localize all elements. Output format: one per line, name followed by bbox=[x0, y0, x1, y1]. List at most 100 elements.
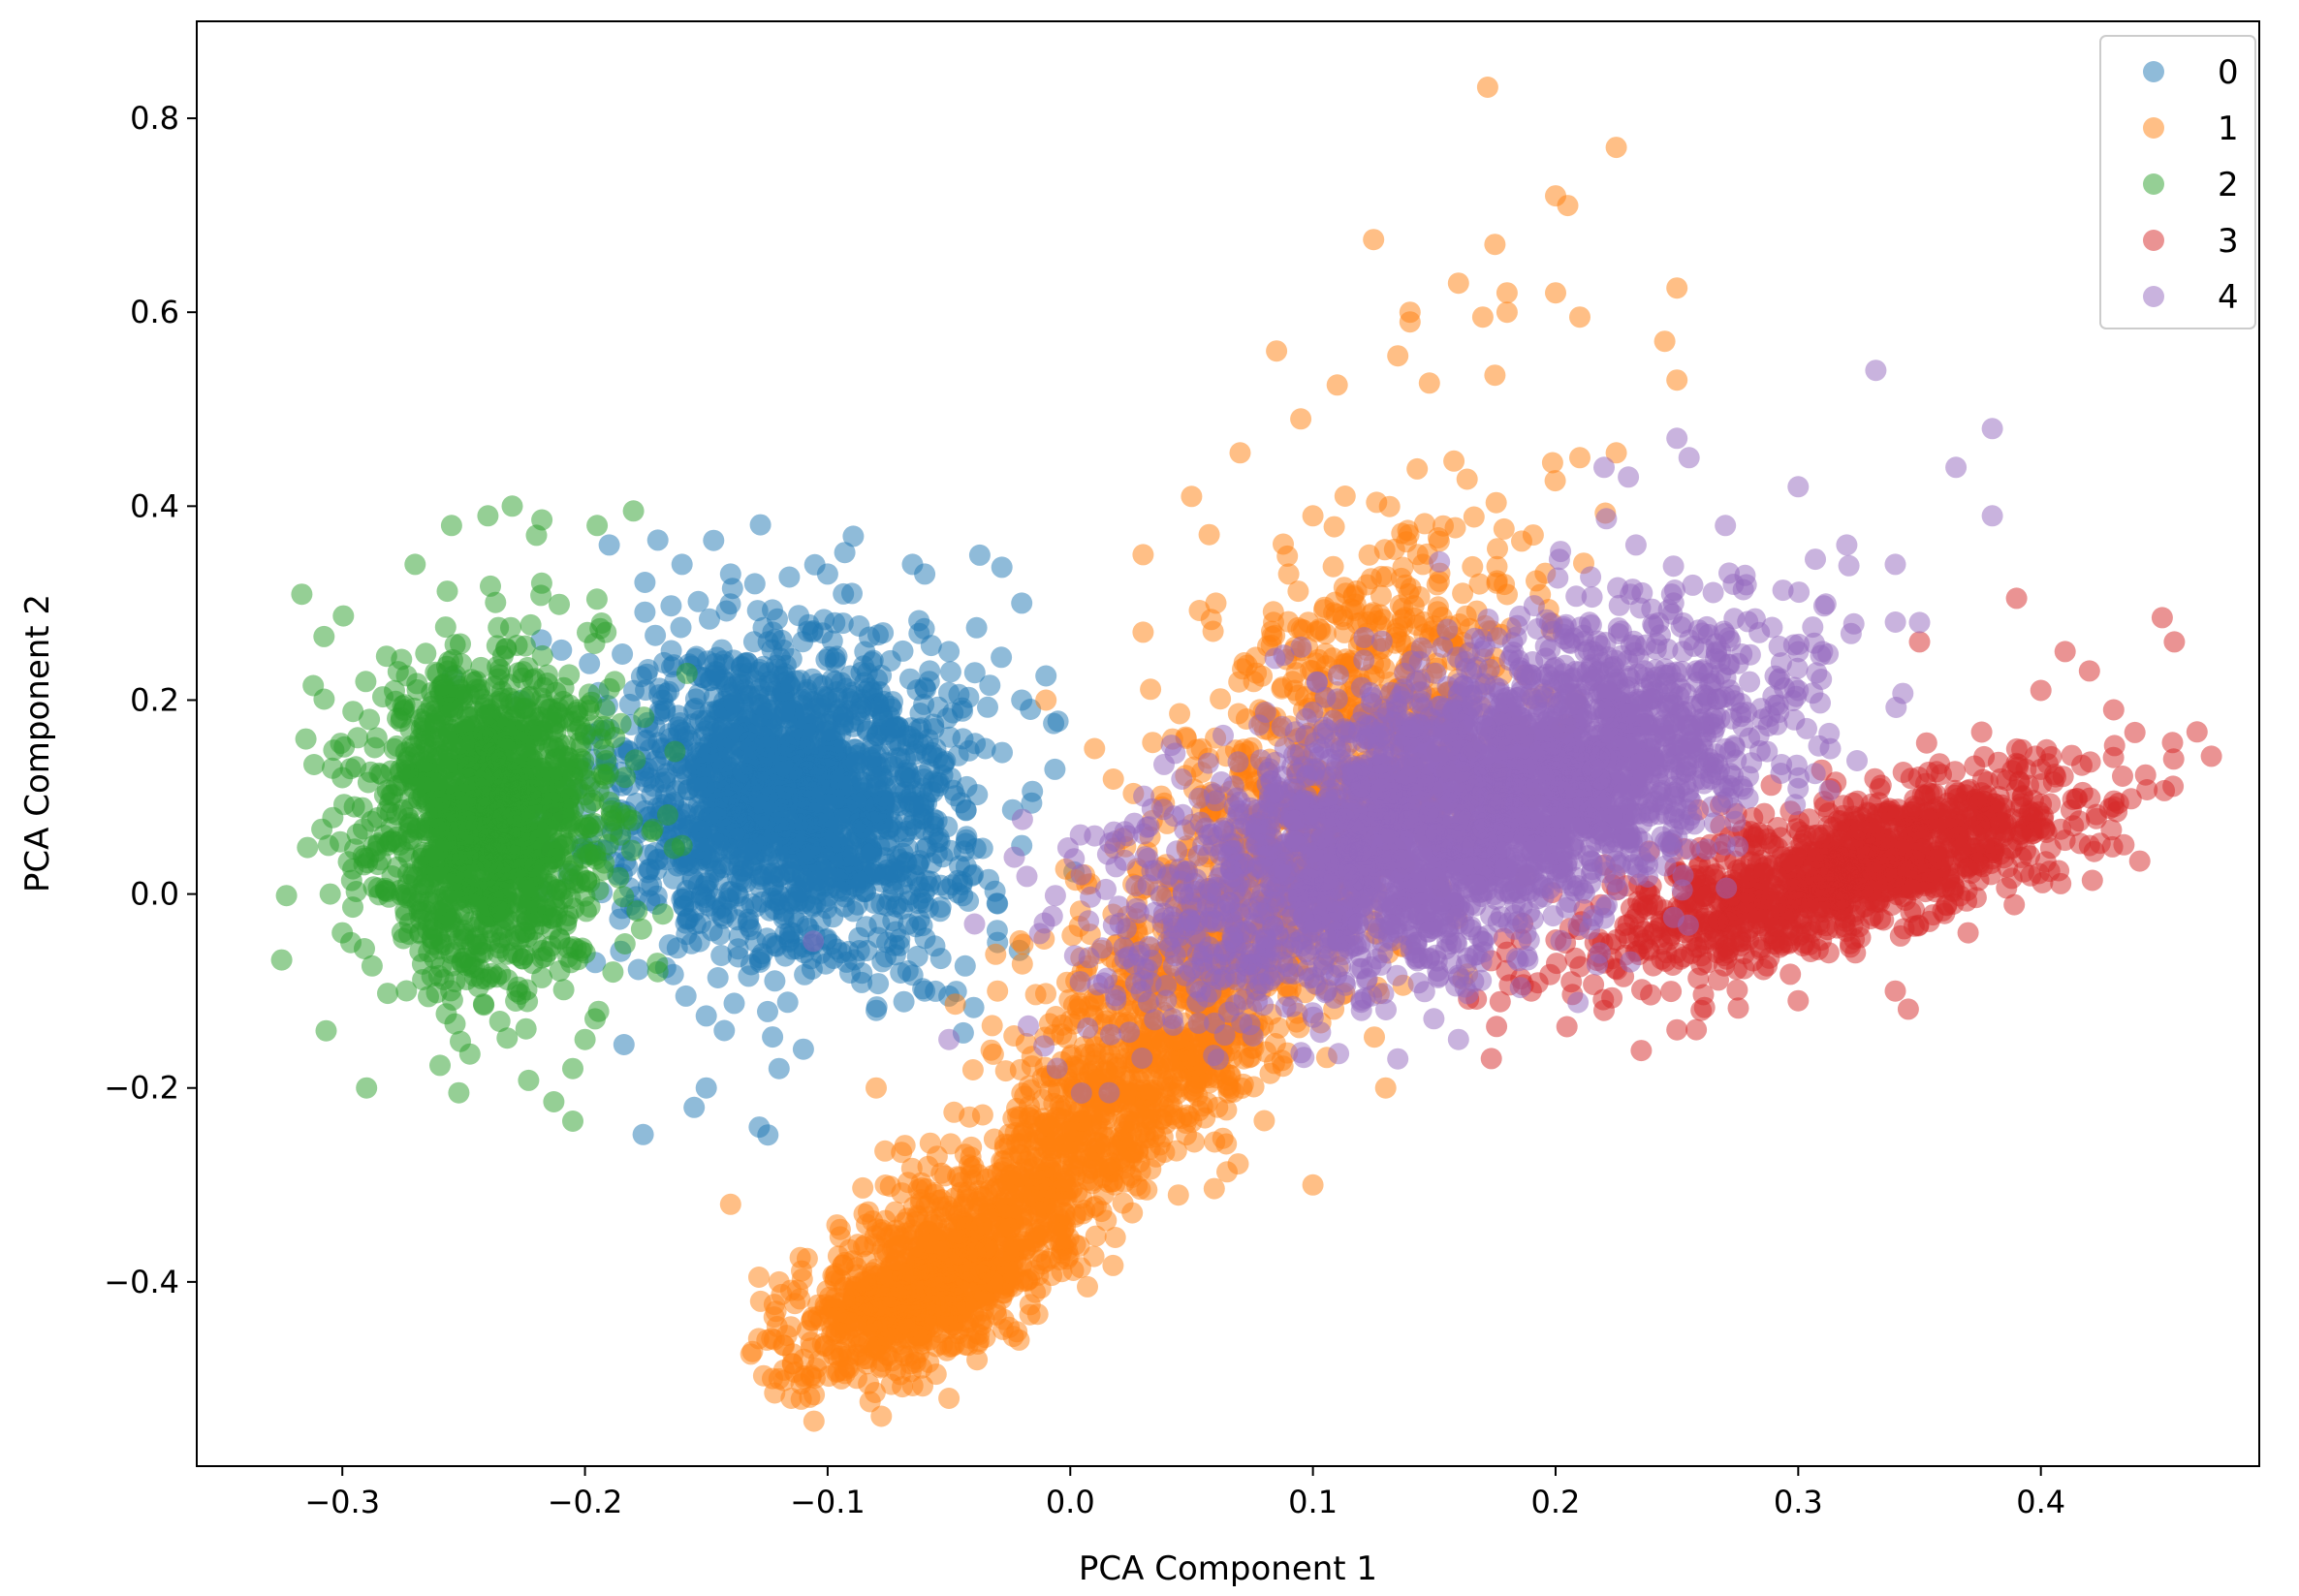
data-point bbox=[897, 733, 919, 755]
data-point bbox=[1408, 585, 1431, 608]
data-point bbox=[899, 767, 922, 789]
data-point bbox=[853, 1203, 875, 1225]
data-point bbox=[773, 663, 796, 685]
data-point bbox=[695, 1077, 717, 1099]
data-point bbox=[913, 617, 935, 640]
data-point bbox=[815, 720, 837, 742]
data-point bbox=[648, 677, 671, 700]
data-point bbox=[817, 745, 839, 767]
data-point bbox=[972, 1186, 994, 1208]
data-point bbox=[764, 970, 786, 992]
data-point bbox=[1132, 1106, 1154, 1128]
data-point bbox=[1569, 447, 1590, 469]
data-point bbox=[1443, 450, 1465, 472]
data-point bbox=[717, 683, 740, 705]
data-point bbox=[744, 930, 767, 953]
data-point bbox=[1462, 555, 1484, 578]
data-point bbox=[1418, 372, 1440, 394]
data-point bbox=[908, 1342, 930, 1364]
data-point bbox=[1426, 574, 1448, 596]
data-point bbox=[866, 1077, 887, 1099]
data-point bbox=[1406, 457, 1429, 480]
data-point bbox=[1116, 1070, 1138, 1092]
data-point bbox=[1271, 1049, 1293, 1072]
data-point bbox=[707, 967, 729, 988]
data-point bbox=[675, 985, 697, 1007]
data-point bbox=[991, 646, 1013, 669]
data-point bbox=[959, 1106, 981, 1128]
data-point bbox=[1035, 689, 1057, 711]
data-point bbox=[1334, 485, 1356, 507]
data-point bbox=[842, 525, 865, 548]
data-point bbox=[717, 726, 740, 748]
data-point bbox=[930, 1189, 953, 1210]
data-point bbox=[1203, 1177, 1225, 1200]
data-point bbox=[975, 1289, 997, 1311]
data-point bbox=[1266, 340, 1288, 362]
data-point bbox=[1471, 306, 1494, 329]
data-point bbox=[906, 870, 929, 892]
data-point bbox=[660, 595, 682, 617]
data-point bbox=[930, 1162, 953, 1184]
data-point bbox=[1227, 703, 1249, 725]
data-point bbox=[816, 563, 838, 585]
data-point bbox=[634, 572, 656, 593]
data-point bbox=[1229, 442, 1251, 464]
data-point bbox=[908, 796, 930, 818]
data-point bbox=[890, 962, 912, 984]
data-point bbox=[964, 1241, 987, 1264]
data-point bbox=[332, 605, 355, 627]
data-point bbox=[1016, 1126, 1038, 1148]
data-point bbox=[703, 529, 725, 551]
data-point bbox=[749, 705, 772, 727]
data-point bbox=[824, 647, 846, 670]
data-point bbox=[933, 752, 955, 773]
data-point bbox=[965, 616, 988, 639]
data-point bbox=[627, 958, 649, 981]
data-point bbox=[1022, 780, 1044, 802]
data-point bbox=[779, 731, 801, 753]
data-point bbox=[1198, 523, 1220, 546]
data-point bbox=[803, 1410, 825, 1432]
data-point bbox=[987, 980, 1009, 1002]
data-point bbox=[738, 965, 760, 987]
data-point bbox=[1333, 577, 1355, 599]
data-point bbox=[776, 991, 799, 1014]
data-point bbox=[742, 770, 765, 793]
data-point bbox=[765, 934, 787, 956]
data-point bbox=[723, 992, 745, 1015]
data-point bbox=[852, 1299, 874, 1322]
data-point bbox=[802, 621, 824, 643]
data-point bbox=[654, 783, 677, 805]
data-point bbox=[705, 889, 727, 910]
data-point bbox=[1011, 1082, 1033, 1105]
data-point bbox=[746, 600, 769, 622]
data-point bbox=[893, 826, 915, 848]
data-point bbox=[1102, 768, 1124, 790]
data-point bbox=[701, 787, 723, 808]
data-point bbox=[764, 898, 786, 921]
data-point bbox=[893, 990, 915, 1013]
data-point bbox=[987, 892, 1009, 915]
data-point bbox=[1605, 137, 1627, 159]
data-point bbox=[1027, 1264, 1050, 1286]
data-point bbox=[1072, 1203, 1094, 1225]
data-point bbox=[842, 681, 865, 704]
data-point bbox=[658, 934, 680, 956]
data-point bbox=[812, 806, 835, 829]
data-point bbox=[1325, 603, 1347, 625]
data-point bbox=[530, 629, 552, 651]
data-point bbox=[1378, 495, 1401, 517]
data-point bbox=[872, 622, 895, 644]
data-point bbox=[954, 954, 976, 977]
data-point bbox=[1544, 470, 1566, 492]
data-point bbox=[980, 1039, 1002, 1061]
data-point bbox=[994, 1060, 1017, 1082]
data-point bbox=[956, 1296, 978, 1318]
data-point bbox=[848, 926, 870, 949]
data-point bbox=[1496, 301, 1518, 324]
data-point bbox=[796, 1320, 818, 1342]
data-point bbox=[827, 1360, 849, 1382]
data-point bbox=[770, 785, 792, 807]
data-point bbox=[1009, 929, 1031, 952]
